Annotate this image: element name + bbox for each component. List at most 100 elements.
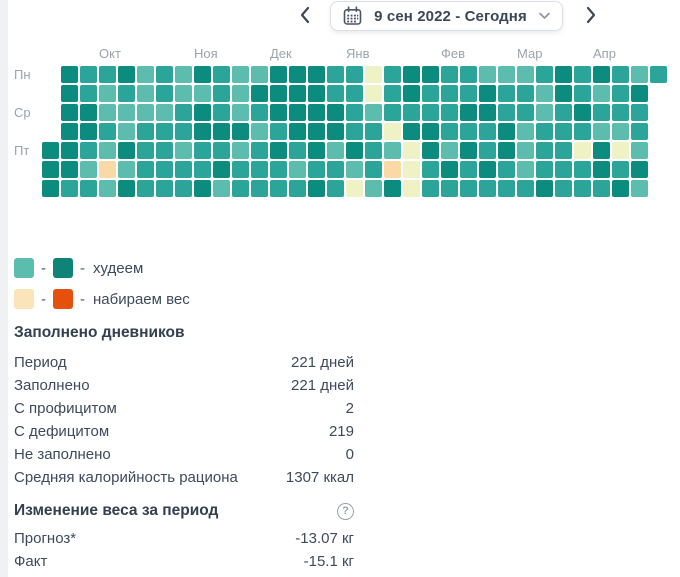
heatmap-cell[interactable] — [270, 161, 287, 178]
heatmap-cell[interactable] — [289, 66, 306, 83]
heatmap-cell[interactable] — [422, 66, 439, 83]
heatmap-cell[interactable] — [403, 161, 420, 178]
heatmap-cell[interactable] — [593, 85, 610, 102]
heatmap-cell[interactable] — [460, 104, 477, 121]
heatmap-cell[interactable] — [232, 142, 249, 159]
heatmap-cell[interactable] — [498, 142, 515, 159]
heatmap-cell[interactable] — [365, 123, 382, 140]
heatmap-cell[interactable] — [80, 104, 97, 121]
heatmap-cell[interactable] — [441, 104, 458, 121]
heatmap-cell[interactable] — [384, 85, 401, 102]
heatmap-cell[interactable] — [118, 85, 135, 102]
heatmap-cell[interactable] — [574, 123, 591, 140]
heatmap-cell[interactable] — [251, 161, 268, 178]
heatmap-cell[interactable] — [517, 66, 534, 83]
heatmap-cell[interactable] — [232, 180, 249, 197]
heatmap-cell[interactable] — [308, 66, 325, 83]
heatmap-cell[interactable] — [631, 104, 648, 121]
heatmap-cell[interactable] — [175, 85, 192, 102]
heatmap-cell[interactable] — [441, 142, 458, 159]
heatmap-cell[interactable] — [365, 161, 382, 178]
heatmap-cell[interactable] — [498, 161, 515, 178]
heatmap-cell[interactable] — [232, 66, 249, 83]
heatmap-cell[interactable] — [555, 180, 572, 197]
heatmap-cell[interactable] — [308, 180, 325, 197]
heatmap-cell[interactable] — [498, 180, 515, 197]
heatmap-cell[interactable] — [384, 142, 401, 159]
heatmap-cell[interactable] — [213, 180, 230, 197]
heatmap-cell[interactable] — [365, 85, 382, 102]
heatmap-cell[interactable] — [498, 123, 515, 140]
heatmap-cell[interactable] — [118, 161, 135, 178]
heatmap-cell[interactable] — [574, 66, 591, 83]
heatmap-cell[interactable] — [593, 104, 610, 121]
heatmap-cell[interactable] — [479, 104, 496, 121]
heatmap-cell[interactable] — [118, 180, 135, 197]
heatmap-cell[interactable] — [156, 123, 173, 140]
heatmap-cell[interactable] — [308, 85, 325, 102]
heatmap-cell[interactable] — [403, 85, 420, 102]
heatmap-cell[interactable] — [612, 161, 629, 178]
heatmap-cell[interactable] — [213, 85, 230, 102]
heatmap-cell[interactable] — [479, 161, 496, 178]
heatmap-cell[interactable] — [517, 85, 534, 102]
heatmap-cell[interactable] — [631, 180, 648, 197]
heatmap-cell[interactable] — [213, 66, 230, 83]
heatmap-cell[interactable] — [498, 85, 515, 102]
heatmap-cell[interactable] — [289, 104, 306, 121]
heatmap-cell[interactable] — [251, 66, 268, 83]
heatmap-cell[interactable] — [574, 104, 591, 121]
heatmap-cell[interactable] — [289, 142, 306, 159]
heatmap-cell[interactable] — [460, 180, 477, 197]
heatmap-cell[interactable] — [593, 180, 610, 197]
heatmap-cell[interactable] — [194, 66, 211, 83]
heatmap-cell[interactable] — [422, 180, 439, 197]
heatmap-cell[interactable] — [99, 85, 116, 102]
heatmap-cell[interactable] — [365, 180, 382, 197]
heatmap-cell[interactable] — [403, 123, 420, 140]
heatmap-cell[interactable] — [612, 123, 629, 140]
heatmap-cell[interactable] — [536, 161, 553, 178]
heatmap-cell[interactable] — [517, 180, 534, 197]
heatmap-cell[interactable] — [479, 180, 496, 197]
heatmap-cell[interactable] — [403, 66, 420, 83]
heatmap-cell[interactable] — [118, 66, 135, 83]
heatmap-cell[interactable] — [99, 66, 116, 83]
heatmap-cell[interactable] — [270, 123, 287, 140]
heatmap-cell[interactable] — [612, 180, 629, 197]
heatmap-cell[interactable] — [346, 123, 363, 140]
heatmap-cell[interactable] — [631, 123, 648, 140]
heatmap-cell[interactable] — [441, 66, 458, 83]
heatmap-cell[interactable] — [194, 161, 211, 178]
heatmap-cell[interactable] — [460, 161, 477, 178]
heatmap-cell[interactable] — [384, 161, 401, 178]
heatmap-cell[interactable] — [441, 180, 458, 197]
heatmap-cell[interactable] — [137, 180, 154, 197]
heatmap-cell[interactable] — [631, 66, 648, 83]
heatmap-cell[interactable] — [80, 123, 97, 140]
heatmap-cell[interactable] — [61, 142, 78, 159]
heatmap-cell[interactable] — [232, 123, 249, 140]
heatmap-cell[interactable] — [327, 180, 344, 197]
heatmap-cell[interactable] — [536, 66, 553, 83]
heatmap-cell[interactable] — [422, 142, 439, 159]
heatmap-cell[interactable] — [441, 85, 458, 102]
heatmap-cell[interactable] — [555, 123, 572, 140]
heatmap-cell[interactable] — [327, 66, 344, 83]
heatmap-cell[interactable] — [118, 123, 135, 140]
heatmap-cell[interactable] — [612, 85, 629, 102]
next-period-button[interactable] — [580, 5, 602, 27]
heatmap-cell[interactable] — [118, 142, 135, 159]
heatmap-cell[interactable] — [517, 142, 534, 159]
heatmap-cell[interactable] — [327, 161, 344, 178]
heatmap-cell[interactable] — [99, 142, 116, 159]
heatmap-cell[interactable] — [612, 66, 629, 83]
heatmap-cell[interactable] — [460, 142, 477, 159]
heatmap-cell[interactable] — [346, 161, 363, 178]
heatmap-cell[interactable] — [574, 180, 591, 197]
heatmap-cell[interactable] — [384, 180, 401, 197]
question-circle-icon[interactable]: ? — [337, 502, 354, 520]
heatmap-cell[interactable] — [137, 104, 154, 121]
heatmap-cell[interactable] — [118, 104, 135, 121]
heatmap-cell[interactable] — [156, 161, 173, 178]
